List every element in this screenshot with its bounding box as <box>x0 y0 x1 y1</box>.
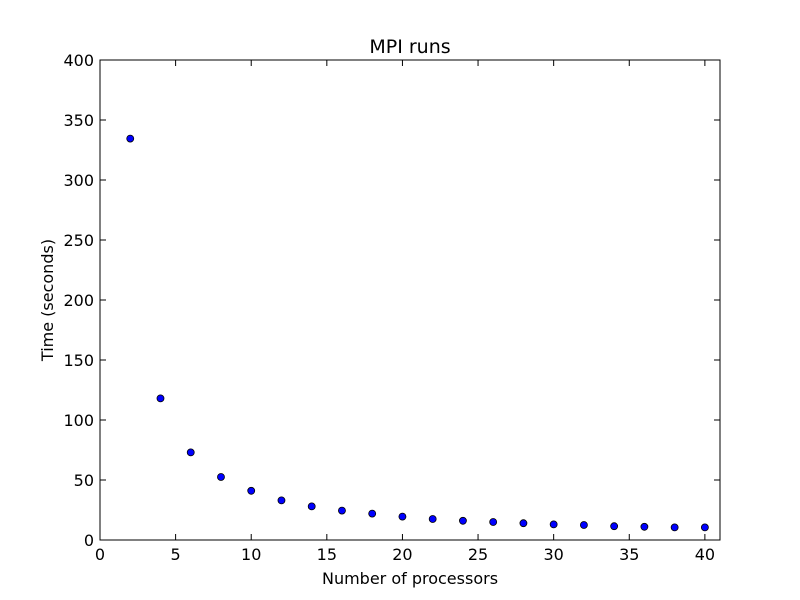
x-tick-label: 20 <box>392 545 412 564</box>
data-point <box>307 502 316 511</box>
y-tick-label: 250 <box>63 231 94 250</box>
data-point <box>277 496 286 505</box>
data-point <box>580 521 588 529</box>
data-point <box>700 523 709 532</box>
data-point <box>368 509 377 518</box>
data-point <box>428 515 437 523</box>
x-tick-label: 40 <box>695 545 715 564</box>
data-point <box>640 522 649 531</box>
x-tick-label: 5 <box>171 545 181 564</box>
y-tick-label: 200 <box>63 291 94 310</box>
data-point <box>459 516 467 525</box>
data-point <box>610 522 619 531</box>
data-point <box>670 523 679 532</box>
x-tick-label: 10 <box>241 545 261 564</box>
data-point <box>398 512 407 521</box>
y-tick-label: 150 <box>63 351 94 370</box>
data-point <box>156 394 165 403</box>
y-tick-label: 50 <box>74 471 94 490</box>
plot-area <box>99 59 721 541</box>
data-point <box>126 134 135 143</box>
data-point <box>217 473 225 481</box>
x-tick-label: 15 <box>317 545 337 564</box>
plot-frame <box>99 59 721 541</box>
data-points <box>126 134 709 532</box>
y-tick-label: 350 <box>63 111 94 130</box>
data-point <box>489 518 498 526</box>
y-tick-label: 400 <box>63 51 94 70</box>
data-point <box>549 520 558 529</box>
x-tick-label: 0 <box>95 545 105 564</box>
data-point <box>247 486 256 495</box>
x-tick-label: 25 <box>468 545 488 564</box>
y-tick-label: 0 <box>84 531 94 550</box>
y-tick-label: 300 <box>63 171 94 190</box>
y-tick-label: 100 <box>63 411 94 430</box>
data-point <box>338 506 346 515</box>
y-axis-title: Time (seconds) <box>38 239 57 362</box>
x-axis-title: Number of processors <box>322 569 498 588</box>
x-tick-label: 35 <box>619 545 639 564</box>
data-point <box>186 448 195 457</box>
data-point <box>519 519 528 528</box>
x-tick-label: 30 <box>543 545 563 564</box>
chart-title: MPI runs <box>369 36 450 58</box>
